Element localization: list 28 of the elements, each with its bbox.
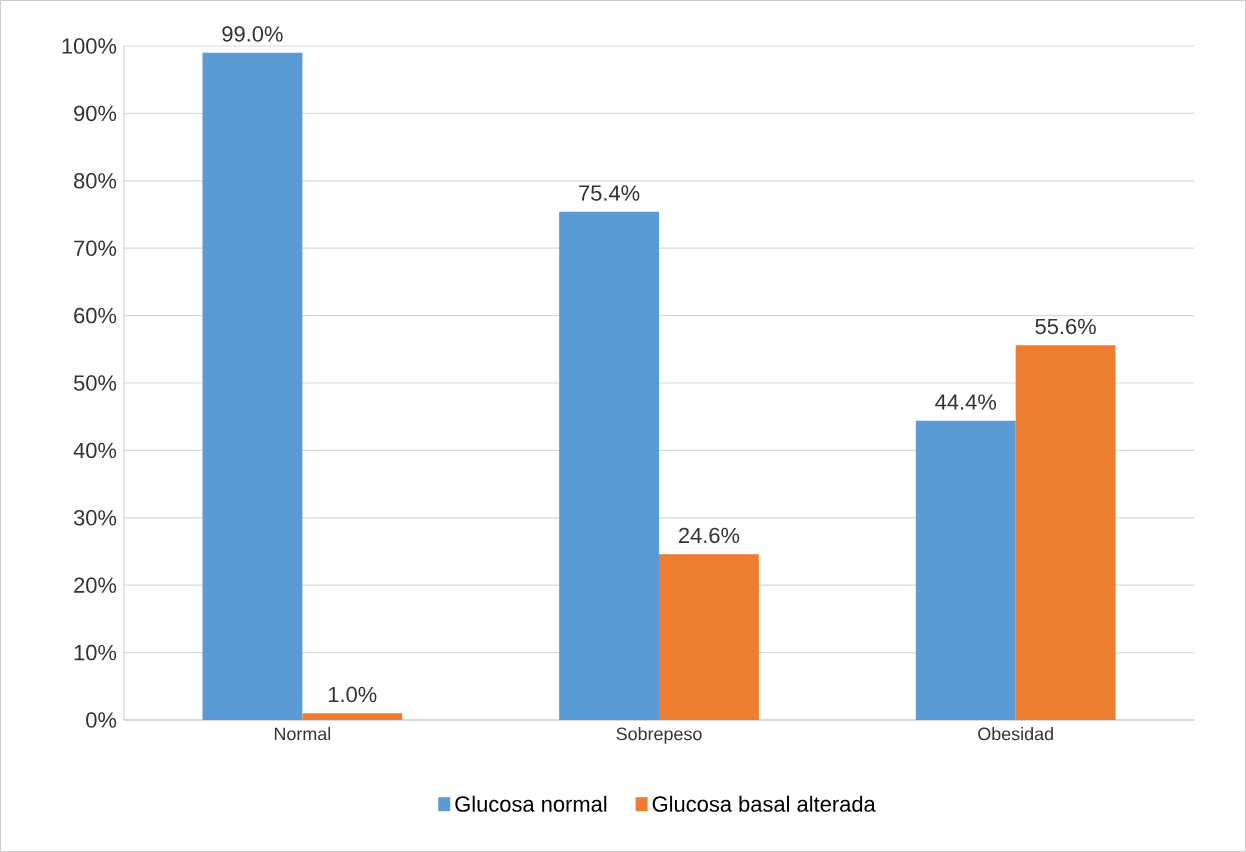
legend-label: Glucosa normal — [455, 795, 607, 812]
y-tick-label: 40% — [73, 442, 117, 459]
y-tick-label: 100% — [62, 38, 117, 54]
y-tick-label: 50% — [73, 375, 117, 391]
y-tick-label: 20% — [74, 577, 117, 593]
y-tick-label: 80% — [74, 173, 117, 189]
y-tick-label: 10% — [74, 644, 117, 661]
data-label: 99.0% — [222, 26, 283, 42]
y-tick-label: 0% — [86, 712, 117, 728]
bar — [302, 713, 403, 720]
y-tick-label: 60% — [74, 307, 117, 324]
bar — [915, 420, 1016, 720]
data-label: 1.0% — [328, 686, 377, 703]
y-tick-label: 30% — [73, 510, 117, 526]
data-label: 44.4% — [935, 394, 997, 410]
bar — [559, 211, 660, 720]
y-tick-label: 70% — [74, 240, 117, 256]
data-label: 24.6% — [678, 527, 740, 544]
legend-label: Glucosa basal alterada — [652, 795, 876, 812]
x-tick-label: Sobrepeso — [616, 727, 702, 744]
data-label: 55.6% — [1035, 318, 1096, 335]
y-tick-label: 90% — [74, 105, 117, 122]
bar — [659, 554, 759, 720]
bar — [1015, 345, 1116, 720]
x-tick-label: Obesidad — [978, 727, 1053, 741]
data-label: 75.4% — [579, 185, 640, 201]
x-tick-label: Normal — [274, 727, 331, 741]
bar — [202, 52, 303, 720]
